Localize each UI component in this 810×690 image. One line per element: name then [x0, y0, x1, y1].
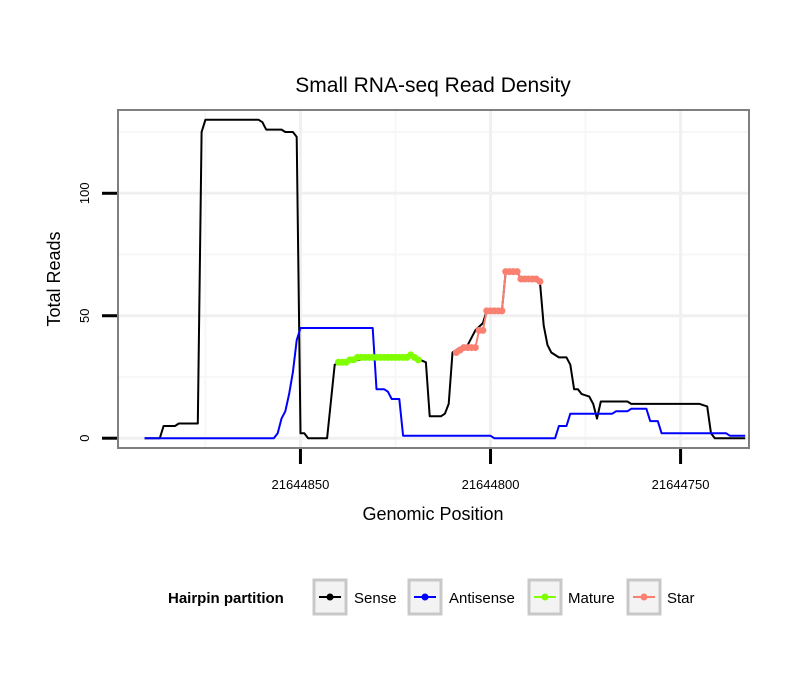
legend: Hairpin partition Sense Antisense Mature St… — [168, 578, 695, 616]
x-tick-label: 21644850 — [272, 477, 330, 492]
legend-label: Mature — [568, 590, 615, 607]
legend-label: Star — [667, 590, 695, 607]
legend-key-point — [541, 593, 549, 601]
x-tick-label: 21644750 — [652, 477, 710, 492]
grid — [119, 111, 748, 447]
x-tick-label: 21644800 — [462, 477, 520, 492]
plot-area — [117, 109, 750, 449]
legend-item-antisense: Antisense — [407, 578, 515, 616]
legend-title: Hairpin partition — [168, 590, 284, 607]
data-point-star — [513, 268, 521, 276]
legend-item-mature: Mature — [527, 578, 615, 616]
y-tick-label: 0 — [77, 435, 92, 442]
legend-key-point — [421, 593, 429, 601]
axes: 21644850 21644800 21644750 0 50 100 — [77, 182, 710, 492]
data-point-star — [471, 344, 479, 352]
x-axis-label: Genomic Position — [362, 504, 503, 524]
legend-item-star: Star — [626, 578, 695, 616]
y-axis-label: Total Reads — [44, 231, 64, 326]
legend-key-point — [326, 593, 334, 601]
data-point-mature — [414, 356, 422, 364]
series-group — [144, 118, 746, 440]
plot-panel — [117, 109, 750, 449]
legend-label: Sense — [354, 590, 397, 607]
y-tick-label: 50 — [77, 309, 92, 323]
data-point-star — [498, 307, 506, 315]
data-point-star — [536, 277, 544, 285]
y-tick-label: 100 — [77, 182, 92, 204]
legend-item-sense: Sense — [312, 578, 397, 616]
data-point-star — [479, 326, 487, 334]
chart-title: Small RNA-seq Read Density — [295, 74, 571, 97]
series-line-antisense — [144, 327, 746, 440]
legend-key-point — [640, 593, 648, 601]
legend-label: Antisense — [449, 590, 515, 607]
